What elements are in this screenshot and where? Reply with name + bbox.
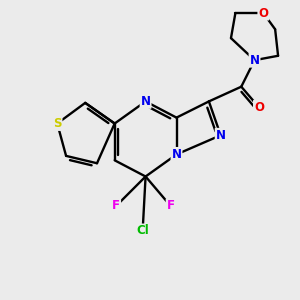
Text: N: N [216,129,226,142]
Text: N: N [141,95,151,108]
Text: F: F [112,200,120,212]
Text: N: N [250,54,260,67]
Text: Cl: Cl [136,224,149,238]
Text: O: O [258,7,268,20]
Text: S: S [53,117,61,130]
Text: F: F [167,200,175,212]
Text: N: N [172,148,182,161]
Text: O: O [254,101,264,114]
